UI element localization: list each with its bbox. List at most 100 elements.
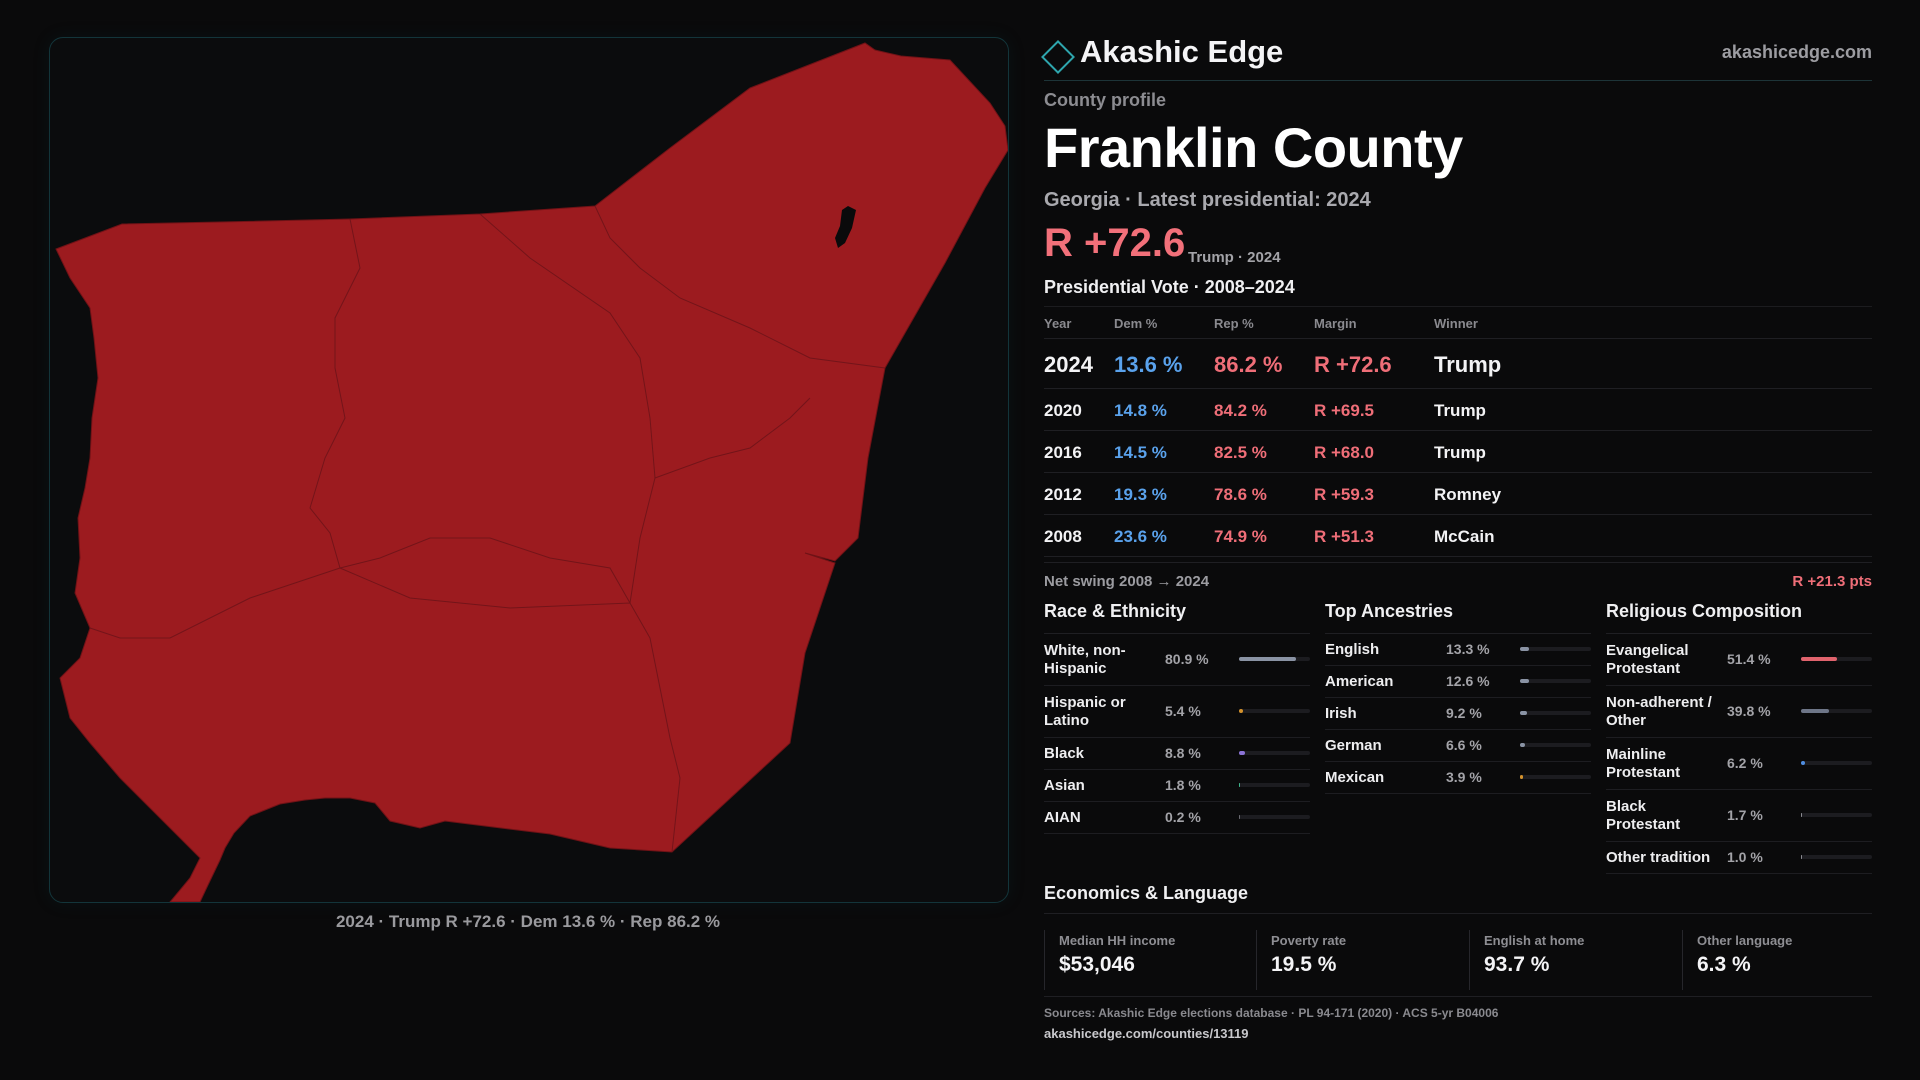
bar-track [1801,709,1872,713]
row-winner: Trump [1434,352,1502,377]
bar-fill [1239,783,1241,787]
col-header-rep: Rep % [1214,316,1254,331]
stat-value: 6.3 % [1697,953,1751,976]
bar-track [1239,783,1310,787]
col-header-margin: Margin [1314,316,1357,331]
list-item: Evangelical Protestant 51.4 % [1606,634,1872,686]
bar-track [1520,743,1591,747]
stat-value: 19.5 % [1271,953,1337,976]
brand-url-link[interactable]: akashicedge.com [1721,42,1872,62]
item-value: 51.4 % [1727,651,1771,667]
list-item: American 12.6 % [1325,666,1591,698]
stat-english-at-home: English at home 93.7 % [1469,925,1681,995]
item-value: 0.2 % [1165,809,1201,825]
item-label: American [1325,673,1394,690]
net-swing-label: Net swing 2008 → 2024 [1044,573,1210,590]
list-item: German 6.6 % [1325,730,1591,762]
row-year: 2020 [1044,401,1082,420]
bar-track [1801,657,1872,661]
item-value: 12.6 % [1446,673,1490,689]
row-rep: 82.5 % [1214,443,1267,462]
list-item: Black 8.8 % [1044,738,1310,770]
ancestries-section: Top Ancestries English 13.3 % American 1… [1325,601,1591,794]
table-row: 2020 14.8 % 84.2 % R +69.5 Trump [1044,389,1872,431]
list-item: Asian 1.8 % [1044,770,1310,802]
sources-note: Sources: Akashic Edge elections database… [1044,1006,1499,1020]
county-shape[interactable] [55,42,1008,902]
list-item: Mexican 3.9 % [1325,762,1591,794]
row-margin: R +72.6 [1314,352,1392,377]
brand-name[interactable]: Akashic Edge [1080,34,1284,69]
bar-fill [1801,657,1838,661]
county-map-svg [55,42,1008,902]
list-item: Hispanic or Latino 5.4 % [1044,686,1310,738]
bar-track [1239,751,1310,755]
bar-fill [1520,775,1523,779]
county-map[interactable] [49,37,1009,903]
item-value: 1.7 % [1727,807,1763,823]
stat-other-language: Other language 6.3 % [1682,925,1894,995]
item-value: 39.8 % [1727,703,1771,719]
page-title: Franklin County [1044,116,1463,179]
bar-fill [1239,657,1297,661]
bar-track [1801,761,1872,765]
bar-fill [1801,709,1830,713]
bar-track [1239,815,1310,819]
bar-fill [1801,813,1803,817]
net-swing-value: R +21.3 pts [1792,573,1872,590]
row-dem: 19.3 % [1114,485,1167,504]
bar-track [1801,813,1872,817]
row-rep: 78.6 % [1214,485,1267,504]
item-value: 8.8 % [1165,745,1201,761]
item-label: Black Protestant [1606,798,1681,833]
list-item: English 13.3 % [1325,634,1591,666]
item-label: Irish [1325,705,1357,722]
brand-header: Akashic Edge akashicedge.com [1041,30,1872,81]
bar-track [1801,855,1872,859]
stat-poverty-rate: Poverty rate 19.5 % [1256,925,1468,995]
stat-value: $53,046 [1059,953,1135,976]
row-rep: 86.2 % [1214,352,1283,377]
list-item: Other tradition 1.0 % [1606,842,1872,874]
row-margin: R +69.5 [1314,401,1375,420]
bar-fill [1520,647,1530,651]
diamond-logo-icon [1041,40,1075,74]
district-boundaries [89,205,886,853]
row-year: 2008 [1044,527,1082,546]
divider [1469,930,1470,990]
headline-note: Trump · 2024 [1188,249,1281,266]
bar-fill [1801,761,1806,765]
item-label: Hispanic or Latino [1044,694,1126,729]
divider [1044,996,1872,997]
item-label: Other tradition [1606,849,1711,866]
row-dem: 13.6 % [1114,352,1183,377]
item-value: 1.0 % [1727,849,1763,865]
item-label: Non-adherent / Other [1606,694,1712,729]
bar-fill [1801,855,1803,859]
item-value: 6.2 % [1727,755,1763,771]
row-year: 2024 [1044,352,1093,377]
item-value: 13.3 % [1446,641,1490,657]
row-year: 2016 [1044,443,1082,462]
col-header-winner: Winner [1434,316,1478,331]
list-item: White, non-Hispanic 80.9 % [1044,634,1310,686]
table-header: Year Dem % Rep % Margin Winner [1044,307,1872,339]
stat-median-income: Median HH income $53,046 [1044,925,1256,995]
item-value: 9.2 % [1446,705,1482,721]
stat-value: 93.7 % [1484,953,1550,976]
ancestries-title: Top Ancestries [1325,601,1591,634]
headline-margin: R +72.6 [1044,221,1186,265]
stat-label: English at home [1484,933,1585,948]
bar-fill [1520,743,1525,747]
race-ethnicity-section: Race & Ethnicity White, non-Hispanic 80.… [1044,601,1310,834]
divider [1044,930,1045,990]
stat-label: Other language [1697,933,1793,948]
list-item: Irish 9.2 % [1325,698,1591,730]
col-header-year: Year [1044,316,1072,331]
item-value: 5.4 % [1165,703,1201,719]
profile-panel: Akashic Edge akashicedge.com County prof… [1041,0,1872,1080]
item-label: Evangelical Protestant [1606,642,1689,677]
source-url-link[interactable]: akashicedge.com/counties/13119 [1044,1026,1249,1041]
item-value: 6.6 % [1446,737,1482,753]
row-margin: R +68.0 [1314,443,1375,462]
